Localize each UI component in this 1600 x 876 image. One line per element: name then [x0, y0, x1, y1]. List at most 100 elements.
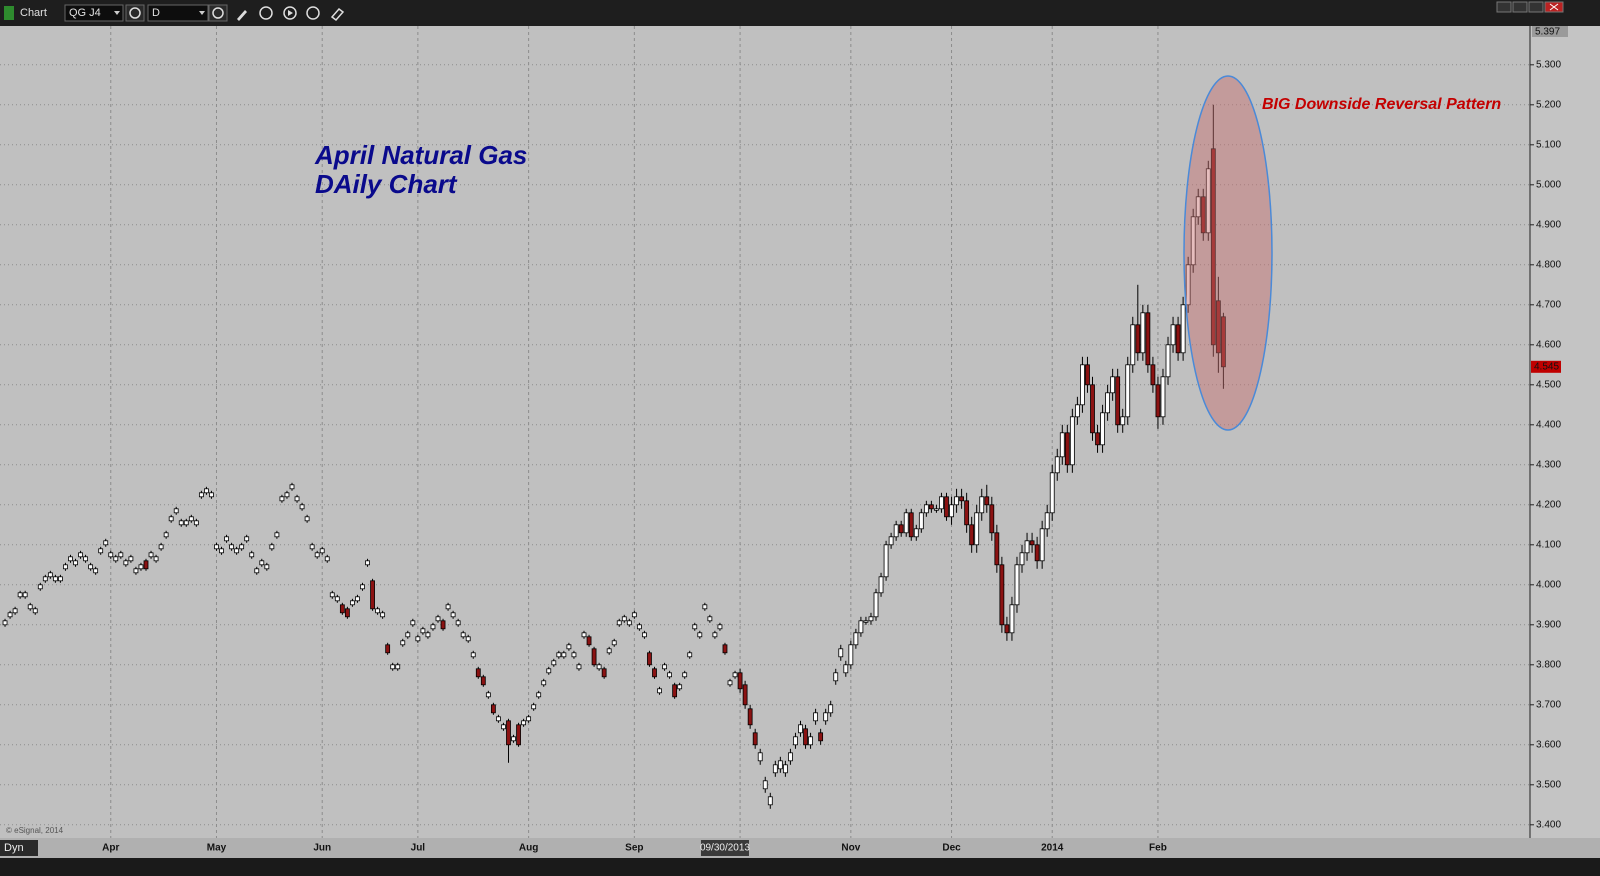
- draw-tool[interactable]: [237, 10, 247, 21]
- symbol-input[interactable]: QG J4: [69, 7, 101, 19]
- candle-body: [103, 540, 109, 546]
- candle-body: [742, 684, 748, 706]
- candle-body: [521, 720, 526, 726]
- candle-body: [576, 664, 582, 670]
- y-tick-label: 3.900: [1536, 619, 1561, 630]
- dropdown-arrow[interactable]: [114, 11, 120, 15]
- candle-body: [974, 512, 980, 546]
- candle-body: [506, 720, 511, 746]
- y-tick-label: 4.900: [1536, 219, 1561, 230]
- candle-body: [1019, 552, 1025, 566]
- candle-body: [294, 496, 300, 502]
- candle-body: [682, 672, 688, 678]
- candle-body: [420, 628, 426, 634]
- candle-body: [158, 544, 164, 550]
- candle-body: [959, 496, 964, 502]
- candle-body: [274, 532, 280, 538]
- zoom-tool[interactable]: [306, 6, 320, 20]
- candle-body: [460, 632, 466, 638]
- candle-body: [1039, 528, 1045, 562]
- candle-body: [1180, 304, 1186, 354]
- candle-body: [1014, 564, 1020, 606]
- candle-body: [143, 560, 149, 570]
- y-tick-label: 4.200: [1536, 499, 1561, 510]
- candle-body: [415, 636, 421, 642]
- candle-body: [12, 608, 18, 614]
- settings-button[interactable]: [125, 4, 145, 22]
- candle-body: [793, 736, 798, 746]
- plot-area: [0, 26, 1530, 838]
- candle-body: [1175, 324, 1181, 354]
- candle-body: [380, 612, 386, 618]
- clock-button[interactable]: [208, 4, 228, 22]
- candle-body: [324, 556, 330, 562]
- candle-body: [88, 564, 94, 570]
- eraser-tool[interactable]: [330, 7, 345, 22]
- cursor-tool[interactable]: [259, 6, 273, 20]
- candle-body: [108, 552, 114, 558]
- clock-icon[interactable]: [212, 7, 224, 19]
- candle-body: [123, 560, 129, 566]
- interval-input[interactable]: D: [152, 7, 160, 19]
- candle-body: [1205, 168, 1211, 234]
- candle-body: [667, 672, 672, 678]
- candle-body: [858, 620, 864, 634]
- y-tick-label: 3.600: [1536, 739, 1561, 750]
- mode-label[interactable]: Dyn: [4, 842, 24, 854]
- candle-body: [1095, 432, 1100, 446]
- mode-box[interactable]: [0, 840, 38, 856]
- candle-body: [642, 632, 647, 638]
- candle-body: [1074, 404, 1080, 418]
- minimize-button[interactable]: [1512, 1, 1528, 13]
- candle-body: [264, 564, 270, 570]
- candle-body: [788, 752, 793, 762]
- restore-button[interactable]: [1496, 1, 1512, 13]
- y-tick-label: 3.700: [1536, 699, 1561, 710]
- candle-body: [269, 544, 275, 550]
- candle-body: [838, 648, 844, 658]
- candle-body: [722, 644, 728, 654]
- candle-body: [63, 564, 68, 570]
- candle-body: [697, 632, 703, 638]
- candle-body: [657, 688, 662, 694]
- candle-body: [873, 592, 879, 618]
- x-tick-label: 2014: [1041, 843, 1064, 854]
- candle-body: [732, 672, 738, 678]
- candle-body: [1064, 432, 1070, 466]
- candle-body: [848, 644, 854, 666]
- candle-body: [928, 504, 934, 510]
- y-tick-label: 4.000: [1536, 579, 1561, 590]
- chart-subtitle: DAily Chart: [315, 169, 458, 199]
- symbol-box[interactable]: [64, 4, 124, 22]
- candle-body: [1024, 540, 1030, 554]
- candle-body: [556, 652, 562, 658]
- candle-body: [672, 684, 678, 698]
- candle-body: [485, 692, 491, 698]
- candle-body: [1150, 364, 1156, 386]
- maximize-button[interactable]: [1528, 1, 1544, 13]
- play-tool[interactable]: [283, 6, 297, 20]
- candle-body: [73, 560, 78, 566]
- candle-body: [717, 624, 723, 630]
- x-tick-label: Feb: [1149, 843, 1167, 854]
- close-icon: [1549, 3, 1559, 11]
- interval-box[interactable]: [147, 4, 209, 22]
- window-title: Chart: [20, 7, 47, 19]
- x-tick-label: May: [207, 843, 227, 854]
- candle-body: [168, 516, 174, 522]
- candle-body: [198, 492, 204, 498]
- candle-body: [566, 644, 572, 650]
- candle-body: [400, 640, 406, 646]
- candle-body: [511, 736, 516, 742]
- candle-body: [647, 652, 652, 666]
- candle-body: [254, 568, 260, 574]
- candle-body: [954, 496, 959, 506]
- x-tick-label: Nov: [841, 843, 860, 854]
- candle-body: [1200, 196, 1206, 234]
- settings-icon[interactable]: [129, 7, 141, 19]
- candle-body: [118, 552, 124, 558]
- candle-body: [1130, 324, 1136, 366]
- dropdown-arrow[interactable]: [199, 11, 205, 15]
- candle-body: [1185, 264, 1191, 306]
